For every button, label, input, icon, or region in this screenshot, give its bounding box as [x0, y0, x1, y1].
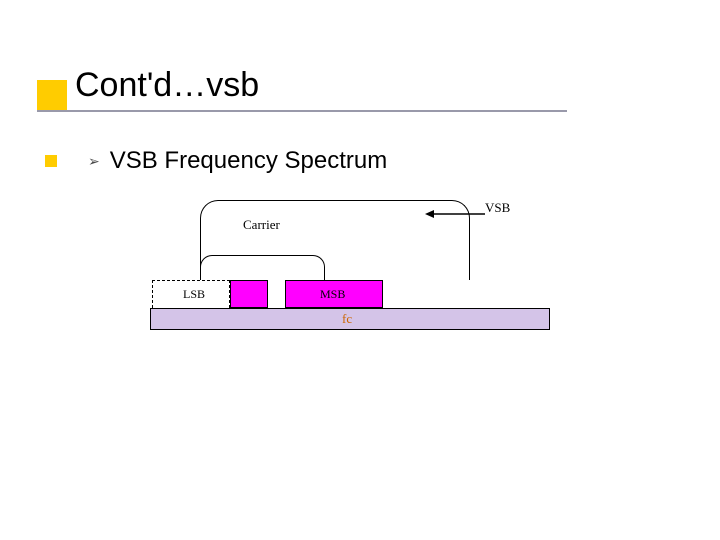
carrier-label: Carrier	[243, 217, 280, 233]
title-accent-square	[37, 80, 67, 110]
arrow-icon	[425, 208, 485, 220]
vsb-spectrum-diagram: Carrier VSB LSB MSB fc	[140, 200, 570, 340]
vsb-arrow	[425, 207, 485, 219]
title-underline	[37, 110, 567, 112]
subtitle-row: ➢ VSB Frequency Spectrum	[88, 147, 387, 175]
arrow-bullet-icon: ➢	[88, 153, 100, 170]
lsb-label: LSB	[183, 287, 205, 302]
bullet-accent-square	[45, 155, 57, 167]
fc-label: fc	[342, 311, 352, 327]
slide-title: Cont'd…vsb	[75, 66, 259, 105]
msb-label: MSB	[320, 287, 345, 302]
carrier-bracket	[200, 255, 325, 280]
lsb-vestigial-block	[230, 280, 268, 308]
vsb-label: VSB	[485, 200, 510, 216]
slide-subtitle: VSB Frequency Spectrum	[110, 147, 387, 175]
